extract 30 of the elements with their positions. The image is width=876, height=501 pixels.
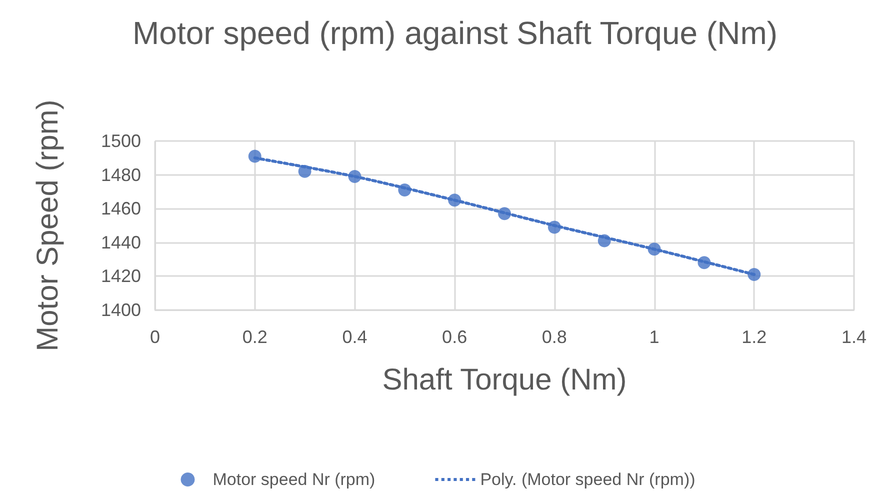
point	[548, 220, 561, 234]
point	[348, 170, 362, 183]
x-axis-title: Shaft Torque (Nm)	[382, 364, 627, 396]
chart-title: Motor speed (rpm) against Shaft Torque (Nm)	[132, 15, 778, 51]
y-tick-label: 1420	[100, 266, 141, 286]
point	[648, 242, 661, 256]
point	[748, 268, 761, 282]
x-tick-label: 1	[649, 327, 660, 347]
legend-label: Motor speed Nr (rpm)	[212, 470, 376, 489]
x-tick-label: 0	[150, 327, 160, 347]
x-tick-label: 1.2	[742, 327, 767, 347]
y-tick-label: 1440	[100, 232, 141, 252]
y-tick-label: 1500	[100, 131, 141, 151]
point	[448, 194, 462, 207]
x-tick-label: 0.2	[242, 327, 268, 347]
point	[698, 256, 711, 270]
point	[598, 234, 611, 248]
x-tick-label: 0.8	[542, 327, 567, 347]
point	[298, 164, 312, 178]
y-tick-label: 1480	[100, 164, 141, 185]
x-tick-label: 1.4	[841, 327, 867, 347]
point	[498, 207, 511, 220]
y-axis-title: Motor Speed (rpm)	[32, 100, 64, 352]
y-tick-label: 1460	[100, 198, 141, 219]
x-tick-label: 0.6	[442, 327, 468, 347]
legend-label: Poly. (Motor speed Nr (rpm))	[480, 470, 696, 489]
x-tick-label: 0.4	[342, 327, 368, 347]
y-tick-label: 1400	[100, 300, 141, 320]
point	[248, 150, 262, 163]
point	[398, 184, 412, 197]
